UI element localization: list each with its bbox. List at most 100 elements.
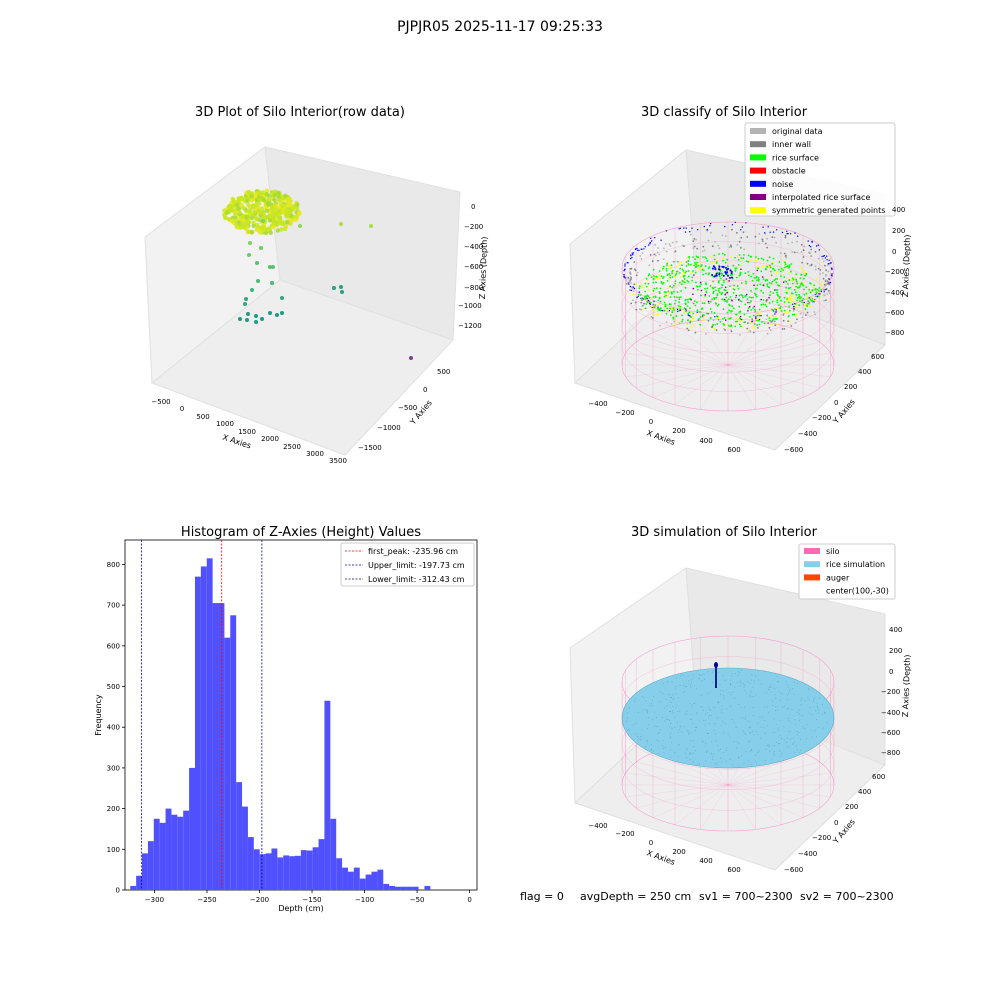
classify-data-point (776, 229, 778, 231)
classify-data-point (728, 280, 730, 282)
classify-data-point (648, 297, 651, 299)
raw-3d-axes (144, 146, 461, 456)
classify-data-point (696, 309, 699, 312)
simulation-rice-point (664, 720, 666, 722)
classify-data-point (831, 267, 833, 269)
classify-data-point (814, 265, 817, 268)
classify-data-point (623, 274, 625, 276)
classify-data-point (685, 308, 687, 310)
classify-data-point (730, 272, 733, 275)
simulation-rice-point (817, 712, 819, 714)
classify-data-point (695, 263, 697, 266)
simulation-rice-point (793, 693, 795, 695)
classify-data-point (757, 257, 760, 260)
classify-data-point (715, 272, 718, 275)
classify-data-point (645, 285, 648, 288)
simulation-silo-spoke (727, 784, 831, 798)
classify-legend-swatch (750, 207, 766, 214)
simulation-rice-point (647, 742, 649, 744)
simulation-silo-spoke (636, 761, 729, 786)
simulation-rice-point (748, 741, 750, 743)
simulation-legend-label: auger (826, 573, 850, 582)
classify-data-point (730, 329, 732, 331)
classify-data-point (760, 270, 763, 273)
classify-data-point (648, 264, 651, 267)
classify-data-point (774, 289, 776, 291)
simulation-rice-point (691, 704, 693, 706)
legend-label-lower-limit: Lower_limit: -312.43 cm (368, 575, 465, 584)
classify-data-point (699, 285, 701, 288)
simulation-rice-point (774, 694, 776, 696)
classify-data-point (695, 238, 697, 241)
histogram-bar (253, 849, 260, 890)
raw-data-point (249, 215, 255, 221)
simulation-rice-point (725, 750, 727, 751)
raw-data-point (248, 241, 252, 245)
simulation-rice-point (758, 679, 760, 681)
classify-data-point (687, 260, 690, 263)
classify-data-point (655, 281, 657, 284)
simulation-rice-point (814, 730, 816, 731)
raw-data-point (234, 222, 239, 228)
simulation-rice-point (818, 726, 820, 728)
raw-data-point (283, 193, 288, 198)
classify-data-point (681, 280, 684, 282)
classify-data-point (744, 272, 747, 275)
raw-data-point (258, 192, 263, 197)
classify-data-point (673, 251, 676, 253)
classify-data-point (687, 270, 690, 272)
classify-data-point (729, 317, 732, 320)
classify-data-point (816, 278, 818, 281)
classify-data-point (722, 279, 725, 282)
classify-data-point (697, 256, 700, 259)
classify-data-point (628, 281, 630, 284)
classify-data-point (793, 308, 795, 310)
classify-data-point (747, 261, 750, 263)
simulation-ytick: −400 (798, 850, 817, 858)
classify-data-point (673, 290, 675, 293)
classify-data-point (720, 277, 722, 280)
simulation-rice-point (801, 715, 803, 717)
simulation-rice-point (691, 718, 693, 720)
simulation-rice-point (778, 691, 780, 693)
classify-data-point (665, 291, 667, 293)
status-footer: flag = 0 avgDepth = 250 cm sv1 = 700~230… (520, 890, 894, 903)
raw-3d-panel: 3D Plot of Silo Interior(row data) −500 … (144, 105, 489, 465)
classify-data-point (795, 285, 797, 288)
classify-data-point (830, 262, 832, 264)
simulation-rice-point (775, 706, 777, 708)
classify-data-point (651, 298, 654, 301)
simulation-rice-point (687, 675, 689, 677)
histogram-bar (365, 874, 372, 890)
simulation-rice-point (779, 720, 781, 722)
classify-data-point (739, 300, 742, 302)
simulation-rice-point (701, 680, 703, 682)
classify-data-point (730, 325, 732, 328)
classify-data-point (818, 287, 821, 289)
classify-data-point (790, 270, 792, 273)
classify-data-point (729, 285, 731, 287)
classify-data-point (791, 241, 793, 244)
simulation-rice-point (703, 673, 705, 675)
simulation-rice-point (637, 711, 639, 713)
classify-data-point (669, 307, 672, 310)
classify-data-point (743, 254, 745, 256)
simulation-rice-point (669, 720, 670, 722)
simulation-rice-point (721, 709, 723, 711)
simulation-rice-point (792, 743, 794, 745)
classify-data-point (734, 325, 737, 328)
simulation-rice-point (730, 684, 732, 686)
classify-data-point (686, 279, 689, 282)
simulation-rice-point (752, 695, 754, 697)
classify-data-point (760, 289, 762, 292)
simulation-silo-spoke (674, 784, 729, 825)
histogram-bar (359, 878, 366, 890)
classify-data-point (717, 287, 720, 290)
simulation-rice-point (728, 691, 730, 693)
simulation-rice-point (734, 686, 736, 688)
classify-data-point (761, 276, 764, 278)
raw-data-point (223, 214, 228, 220)
classify-data-point (693, 274, 695, 276)
classify-data-point (794, 291, 797, 294)
